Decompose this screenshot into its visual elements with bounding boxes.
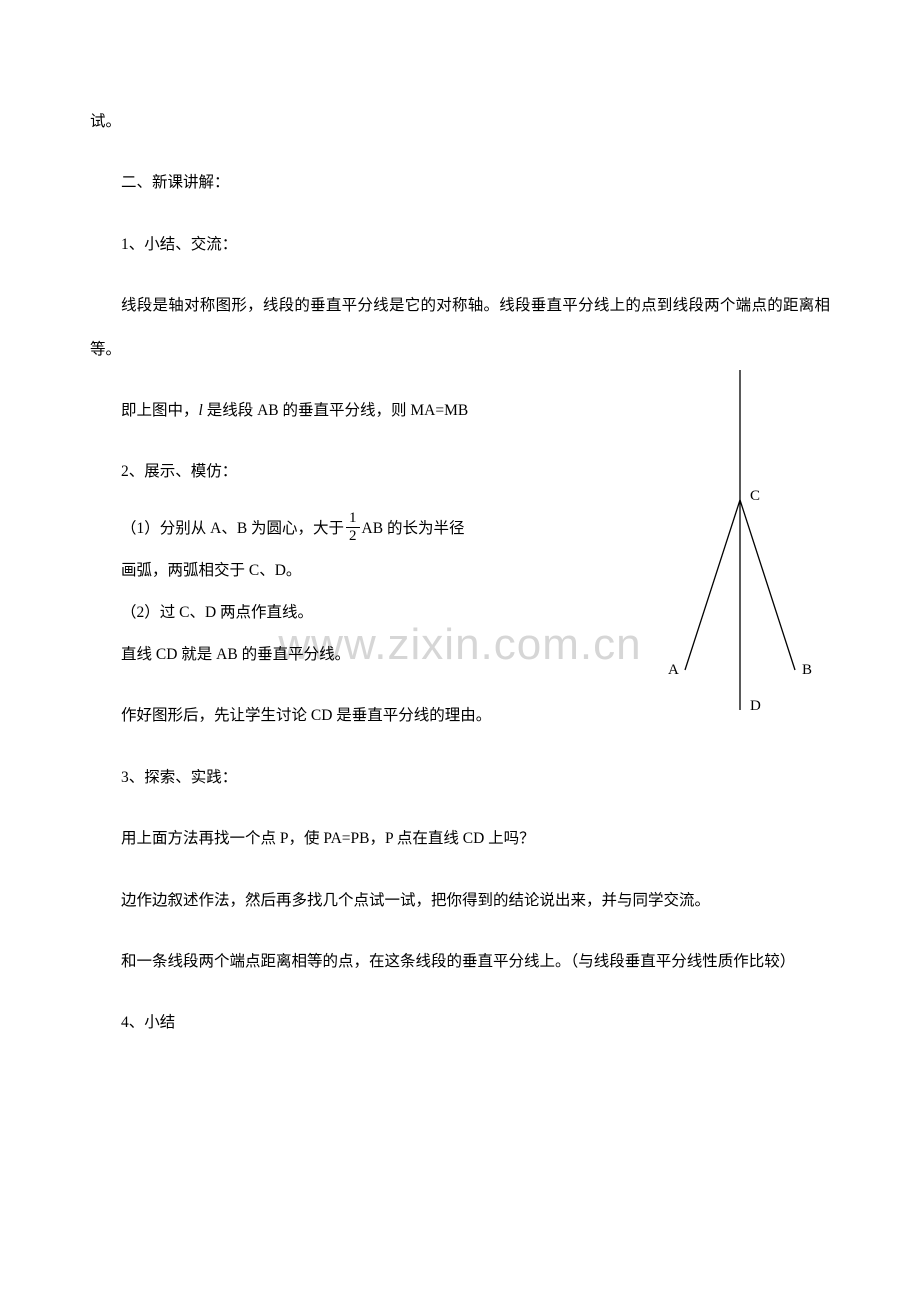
construct-step-1: （1）分别从 A、B 为圆心，大于12AB 的长为半径 (121, 512, 601, 546)
fraction-half: 12 (346, 510, 360, 544)
diagram-label-c: C (750, 488, 760, 505)
point-3-body: 边作边叙述作法，然后再多找几个点试一试，把你得到的结论说出来，并与同学交流。 (90, 879, 830, 922)
construct-step-3: 直线 CD 就是 AB 的垂直平分线。 (121, 638, 601, 672)
post-text: 是线段 AB 的垂直平分线，则 MA=MB (203, 402, 468, 419)
triangle-right-side (740, 500, 795, 670)
point-4-heading: 4、小结 (90, 1001, 830, 1044)
point-3-heading: 3、探索、实践： (90, 756, 830, 799)
fraction-den: 2 (346, 528, 360, 545)
construct-step-2: （2）过 C、D 两点作直线。 (121, 596, 601, 630)
pre-text: 即上图中， (121, 402, 199, 419)
diagram-label-b: B (802, 662, 812, 679)
diagram-label-d: D (750, 698, 761, 715)
geometry-diagram: C A B D (650, 370, 830, 740)
diagram-label-a: A (668, 662, 679, 679)
text-fragment-shi: 试。 (90, 100, 830, 143)
point-3-q: 用上面方法再找一个点 P，使 PA=PB，P 点在直线 CD 上吗？ (90, 817, 830, 860)
triangle-left-side (685, 500, 740, 670)
point-3-conclusion: 和一条线段两个端点距离相等的点，在这条线段的垂直平分线上。（与线段垂直平分线性质… (90, 940, 830, 983)
fraction-num: 1 (346, 510, 360, 528)
section-heading-2: 二、新课讲解： (90, 161, 830, 204)
step1-post: AB 的长为半径 (362, 520, 465, 537)
step1-pre: （1）分别从 A、B 为圆心，大于 (121, 520, 344, 537)
point-1-heading: 1、小结、交流： (90, 223, 830, 266)
point-1-body: 线段是轴对称图形，线段的垂直平分线是它的对称轴。线段垂直平分线上的点到线段两个端… (90, 284, 830, 371)
construct-step-1b: 画弧，两弧相交于 C、D。 (121, 554, 601, 588)
